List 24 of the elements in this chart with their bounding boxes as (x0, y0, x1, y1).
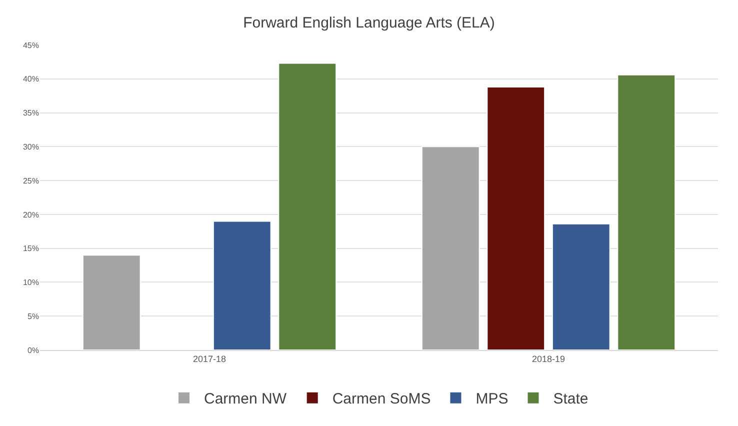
legend-label: Carmen SoMS (332, 390, 431, 408)
y-tick-label: 45% (22, 40, 39, 50)
bar (212, 220, 272, 350)
y-tick-label: 25% (22, 176, 39, 186)
bar (82, 254, 141, 350)
bar (421, 146, 480, 350)
bar (552, 223, 610, 350)
legend-label: Carmen NW (204, 390, 288, 408)
y-tick-label: 0% (27, 346, 39, 355)
y-tick-label: 35% (22, 108, 39, 118)
bar (617, 74, 676, 350)
legend-label: State (553, 390, 588, 408)
y-tick-label: 15% (22, 244, 39, 254)
bar (278, 62, 337, 350)
y-tick-label: 30% (22, 142, 39, 152)
x-tick-label: 2017-18 (192, 354, 226, 364)
y-tick-label: 40% (22, 74, 39, 84)
y-tick-label: 20% (22, 210, 39, 220)
bar (486, 86, 546, 350)
y-tick-label: 5% (27, 312, 39, 321)
y-tick-label: 10% (22, 278, 39, 288)
chart-title: Forward English Language Arts (ELA) (243, 14, 495, 32)
legend-label: MPS (476, 390, 508, 408)
x-tick-label: 2018-19 (532, 354, 566, 364)
